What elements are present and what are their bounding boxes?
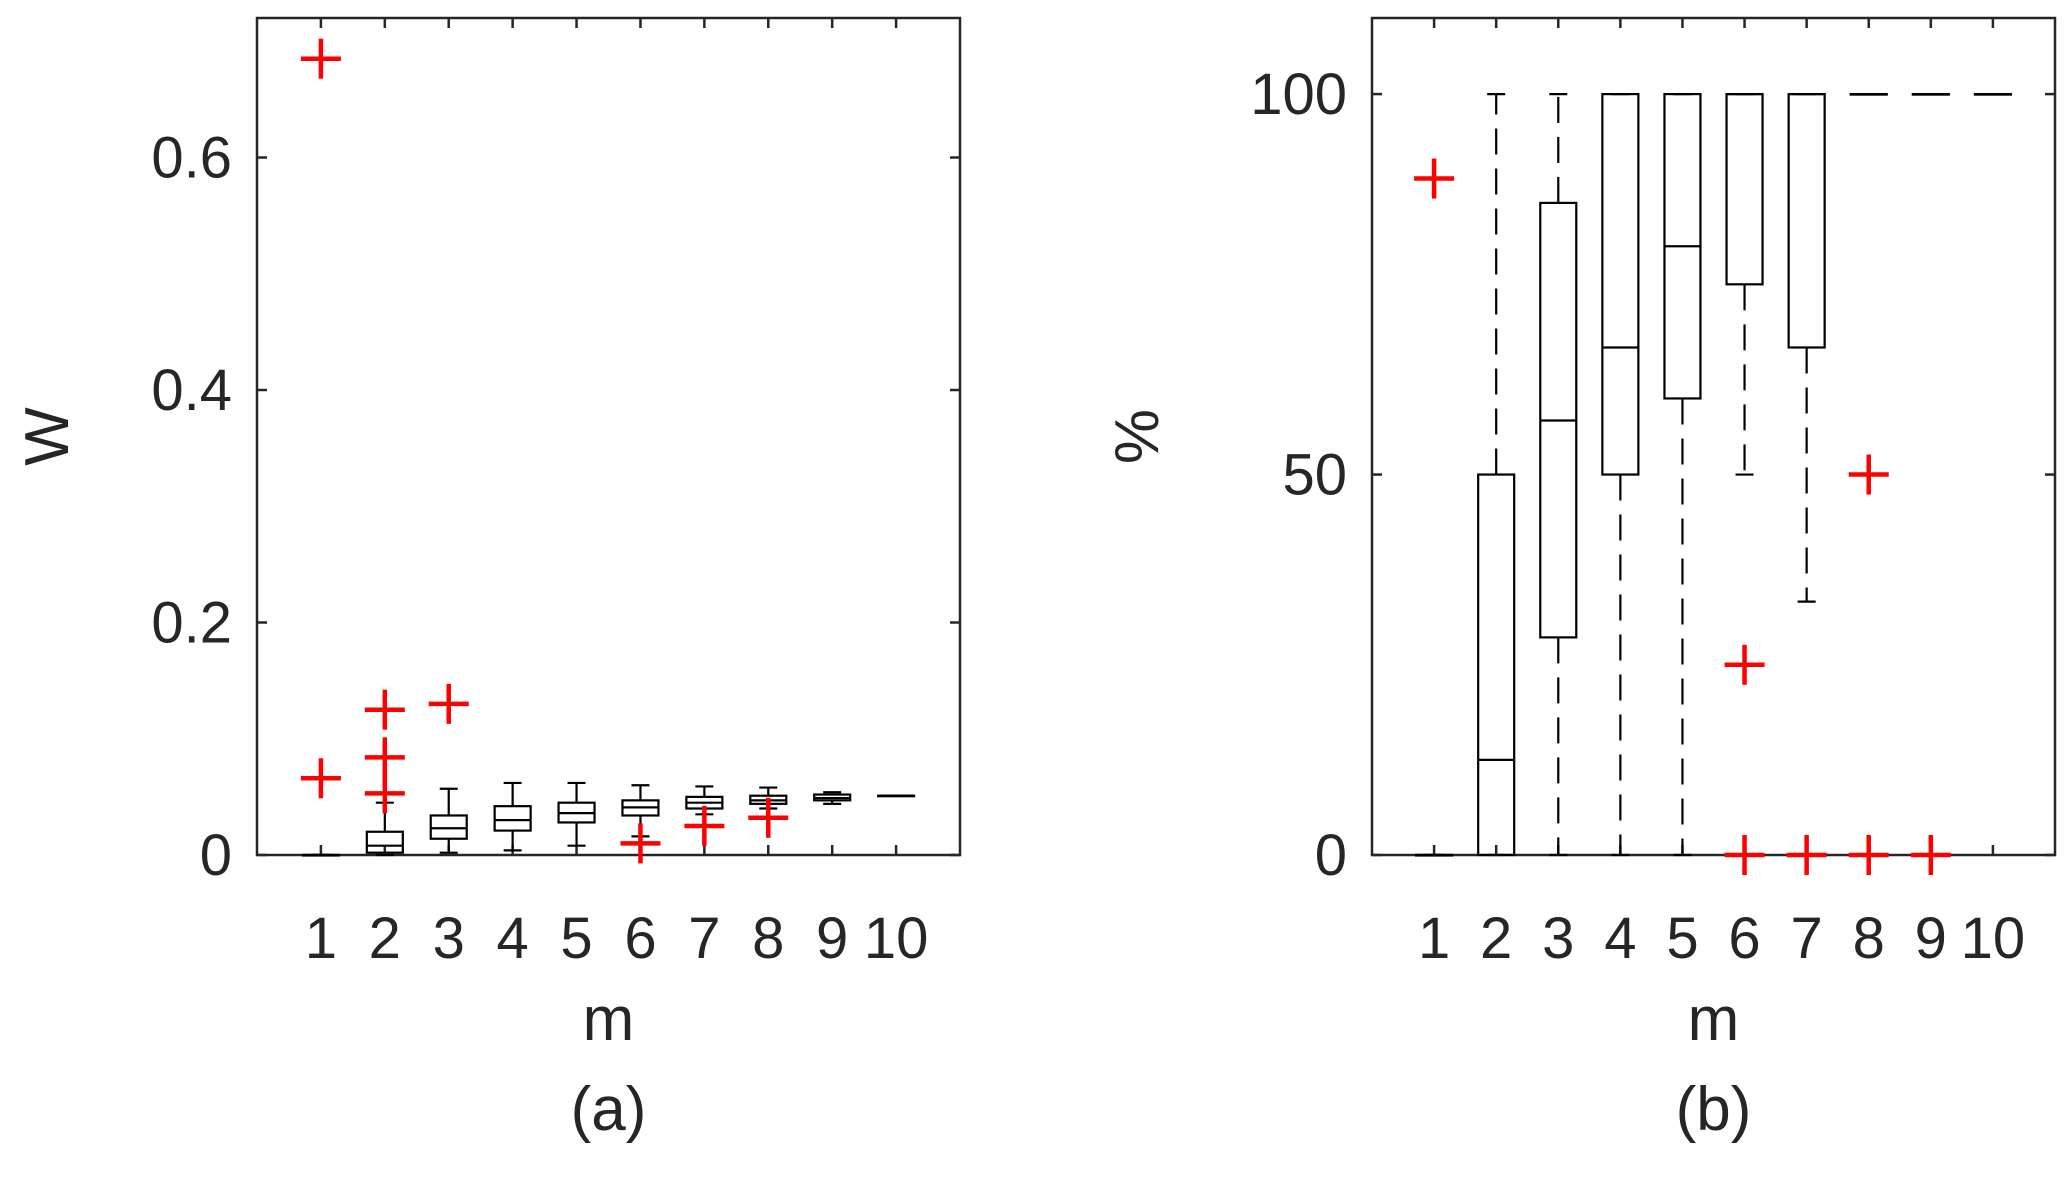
x-tick-label: 9 [816, 906, 848, 971]
x-axis-title: m [1688, 985, 1740, 1054]
x-tick-label: 2 [369, 906, 401, 971]
box-5 [557, 781, 596, 847]
box-6 [1725, 92, 1764, 476]
panel-caption: (b) [1676, 1075, 1752, 1144]
chart-panel-a: 0 0.2 0.4 0.6 1 2 3 4 5 6 7 8 9 10 Wm (a) [13, 16, 962, 1144]
outlier-marker [748, 797, 789, 838]
box-9 [813, 791, 852, 805]
x-tick-label: 10 [1961, 906, 2026, 971]
outlier-marker [620, 823, 661, 864]
iqr-box [1601, 92, 1640, 476]
iqr-box [1725, 92, 1764, 286]
x-tick-label: 8 [1853, 906, 1885, 971]
x-tick-label: 5 [1666, 906, 1698, 971]
x-tick-label: 9 [1915, 906, 1947, 971]
x-tick-label: 1 [1418, 906, 1450, 971]
y-tick-label: 100 [1250, 62, 1347, 127]
y-tick-label: 0.4 [151, 358, 232, 423]
x-tick-label: 6 [1728, 906, 1760, 971]
box-1 [301, 853, 341, 857]
x-axis-title: m [583, 985, 635, 1054]
outlier-marker [428, 683, 469, 724]
box-1 [1414, 853, 1454, 857]
y-axis-title: % [1103, 409, 1172, 464]
plot-frame [1370, 16, 2057, 857]
iqr-box [1477, 473, 1516, 857]
box-4 [493, 781, 532, 852]
box-8 [1849, 92, 1888, 96]
box-3 [1539, 92, 1578, 857]
panel-caption: (a) [571, 1075, 647, 1144]
outlier-marker [684, 805, 725, 846]
outlier-marker [1724, 644, 1765, 685]
iqr-box [493, 805, 532, 832]
chart-panel-b: 0 50 100 1 2 3 4 5 6 7 8 9 10% m (b) [1103, 16, 2057, 1144]
box-10 [1973, 92, 2013, 96]
x-tick-label: 4 [497, 906, 529, 971]
outlier-marker [364, 737, 405, 778]
outlier-marker [1724, 835, 1765, 875]
x-tick-label: 6 [624, 906, 656, 971]
outlier-marker [364, 773, 405, 814]
y-tick-label: 0.2 [151, 591, 232, 656]
y-tick-label: 0.6 [151, 126, 232, 191]
box-2 [1477, 92, 1516, 857]
x-tick-label: 10 [864, 906, 929, 971]
x-tick-label: 7 [688, 906, 720, 971]
plot-frame [255, 16, 962, 857]
x-tick-label: 7 [1791, 906, 1823, 971]
box-3 [429, 787, 468, 854]
x-tick-label: 3 [1542, 906, 1574, 971]
outlier-marker [1848, 835, 1889, 875]
y-tick-label: 50 [1282, 443, 1347, 508]
outlier-marker [300, 758, 341, 799]
outlier-marker [364, 689, 405, 730]
box-10 [876, 794, 916, 798]
box-7 [1787, 92, 1826, 603]
x-tick-label: 8 [752, 906, 784, 971]
iqr-box [365, 830, 404, 854]
outlier-marker [1848, 454, 1889, 495]
box-5 [1663, 92, 1702, 857]
outlier-marker [1414, 158, 1455, 199]
box-9 [1911, 92, 1950, 96]
box-4 [1601, 92, 1640, 857]
outlier-marker [1786, 835, 1827, 875]
x-tick-label: 4 [1604, 906, 1636, 971]
outlier-marker [1910, 835, 1951, 875]
x-tick-label: 5 [560, 906, 592, 971]
iqr-box [429, 814, 468, 840]
iqr-box [1787, 92, 1826, 349]
x-tick-label: 2 [1480, 906, 1512, 971]
x-tick-label: 1 [305, 906, 337, 971]
x-tick-label: 3 [433, 906, 465, 971]
outlier-marker [300, 38, 341, 79]
y-axis-title: W [13, 407, 82, 466]
y-tick-label: 0 [200, 823, 232, 888]
y-tick-label: 0 [1315, 823, 1347, 888]
